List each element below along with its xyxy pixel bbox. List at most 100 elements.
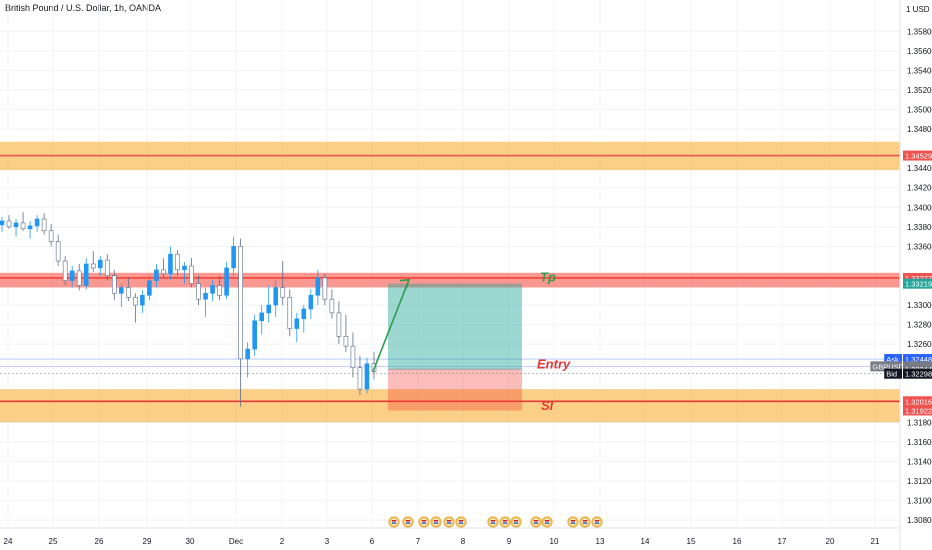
y-tick-label: 1.34200 xyxy=(907,184,932,193)
price-tag-bg xyxy=(870,361,902,372)
candle-body xyxy=(83,263,89,286)
event-flag-icon[interactable] xyxy=(443,516,455,528)
x-tick-label: 9 xyxy=(507,537,512,546)
candle-body xyxy=(224,267,229,296)
event-flag-icon[interactable] xyxy=(541,516,553,528)
candle-body xyxy=(175,253,180,271)
loss-zone xyxy=(388,369,522,411)
candle xyxy=(27,220,33,239)
candle xyxy=(364,357,370,394)
event-flag-icon[interactable] xyxy=(567,516,579,528)
event-flag-stripe2 xyxy=(405,522,411,524)
candle-body xyxy=(133,296,138,306)
price-tag-bg xyxy=(884,368,902,379)
candle-body xyxy=(48,230,54,242)
tp-label: Tp xyxy=(540,270,556,285)
candle xyxy=(322,273,328,306)
x-tick-label: 8 xyxy=(461,537,466,546)
candle xyxy=(280,261,286,306)
event-flag-icon[interactable] xyxy=(455,516,467,528)
economic-events[interactable] xyxy=(388,516,603,528)
x-tick-label: 29 xyxy=(143,537,152,546)
event-flag-icon[interactable] xyxy=(510,516,522,528)
x-tick-label: 16 xyxy=(733,537,742,546)
event-flag-icon[interactable] xyxy=(487,516,499,528)
candle xyxy=(147,275,152,301)
event-flag-inner xyxy=(391,519,397,525)
event-flag-inner xyxy=(582,519,588,525)
candle-body xyxy=(196,283,201,300)
event-flag-stripe2 xyxy=(544,522,550,524)
event-flag-stripe2 xyxy=(513,522,519,524)
x-tick-label: Dec xyxy=(229,537,243,546)
event-flag-inner xyxy=(544,519,550,525)
candle xyxy=(83,258,89,290)
y-tick-label: 1.35800 xyxy=(907,27,932,36)
event-flag-stripe xyxy=(594,520,600,522)
candle xyxy=(294,312,300,343)
candle xyxy=(329,289,335,319)
y-tick-label: 1.30800 xyxy=(907,516,932,525)
candle xyxy=(336,301,342,345)
y-tick-label: 1.33800 xyxy=(907,223,932,232)
candle xyxy=(6,215,12,229)
candle-body xyxy=(76,270,82,286)
profit-zone xyxy=(388,283,522,370)
candle xyxy=(20,212,26,231)
y-tick-label: 1.35400 xyxy=(907,66,932,75)
price-label: 1.32298 Bid xyxy=(884,368,932,379)
x-tick-label: 3 xyxy=(325,537,330,546)
x-tick-label: 2 xyxy=(280,537,285,546)
event-flag-icon[interactable] xyxy=(430,516,442,528)
event-flag-icon[interactable] xyxy=(579,516,591,528)
candle-body xyxy=(350,345,356,368)
candle-body xyxy=(97,259,103,269)
event-flag-stripe2 xyxy=(594,522,600,524)
event-flag-icon[interactable] xyxy=(591,516,603,528)
candle xyxy=(210,279,215,302)
candle-body xyxy=(203,293,208,300)
event-flag-icon[interactable] xyxy=(530,516,542,528)
candle xyxy=(273,279,279,317)
candle xyxy=(76,264,82,291)
candle-body xyxy=(280,287,286,298)
x-tick-label: 15 xyxy=(687,537,696,546)
event-flag-stripe2 xyxy=(446,522,452,524)
candle xyxy=(104,254,110,281)
price-label-text: 1.33219 xyxy=(905,280,932,289)
event-flag-stripe xyxy=(446,520,452,522)
candle xyxy=(182,262,187,284)
candle xyxy=(133,293,138,323)
candle xyxy=(175,250,180,276)
event-flag-inner xyxy=(570,519,576,525)
candle xyxy=(41,213,47,235)
event-flag-inner xyxy=(458,519,464,525)
event-flag-stripe xyxy=(570,520,576,522)
x-tick-label: 6 xyxy=(370,537,375,546)
price-label: 1.33219 xyxy=(903,278,932,289)
event-flag-stripe2 xyxy=(582,522,588,524)
x-tick-label: 20 xyxy=(826,537,835,546)
price-label-bg xyxy=(903,396,932,407)
candle xyxy=(62,256,68,286)
event-flag-stripe xyxy=(582,520,588,522)
candle-body xyxy=(266,304,272,314)
candle-body xyxy=(336,312,342,337)
candle xyxy=(13,219,19,237)
candle-body xyxy=(154,269,159,281)
event-flag-icon[interactable] xyxy=(402,516,414,528)
candle xyxy=(350,332,356,378)
event-flag-icon[interactable] xyxy=(499,516,511,528)
candle-body xyxy=(27,225,33,230)
candle xyxy=(161,258,166,278)
x-tick-label: 17 xyxy=(778,537,787,546)
entry-label: Entry xyxy=(537,357,571,372)
candle xyxy=(252,314,257,356)
long-position-tool[interactable] xyxy=(388,283,522,411)
event-flag-icon[interactable] xyxy=(388,516,400,528)
event-flag-stripe xyxy=(458,520,464,522)
event-flag-icon[interactable] xyxy=(418,516,430,528)
x-tick-label: 25 xyxy=(49,537,58,546)
